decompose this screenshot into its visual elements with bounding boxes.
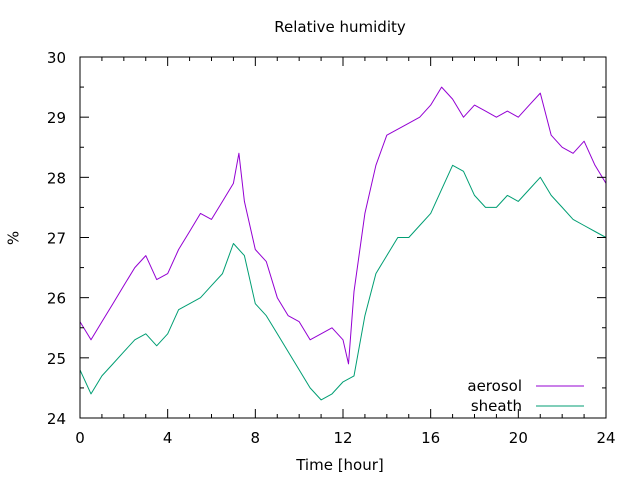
x-tick-label: 20 (509, 429, 528, 447)
y-tick-label: 25 (47, 350, 66, 368)
x-tick-label: 0 (75, 429, 85, 447)
y-tick-label: 24 (47, 410, 66, 428)
tick-layer: 0 4 8 12 16 20 24 24 25 26 27 28 29 30 (47, 49, 616, 447)
x-tick-label: 8 (251, 429, 261, 447)
chart-title: Relative humidity (274, 18, 406, 36)
series-line-sheath (80, 164, 606, 401)
x-tick-label: 12 (333, 429, 352, 447)
series-layer (80, 86, 606, 401)
minor-tick-layer (80, 57, 606, 418)
y-axis-label: % (5, 231, 23, 245)
legend-label-sheath: sheath (471, 397, 522, 415)
y-tick-label: 30 (47, 49, 66, 67)
x-axis-label: Time [hour] (295, 456, 384, 474)
x-tick-label: 24 (596, 429, 615, 447)
x-tick-label: 16 (421, 429, 440, 447)
y-tick-label: 26 (47, 290, 66, 308)
x-tick-label: 4 (163, 429, 173, 447)
y-tick-label: 28 (47, 169, 66, 187)
legend: aerosol sheath (467, 377, 584, 415)
y-tick-label: 29 (47, 109, 66, 127)
series-line-aerosol (80, 86, 606, 365)
legend-label-aerosol: aerosol (467, 377, 522, 395)
plot-frame (79, 56, 607, 419)
y-tick-label: 27 (47, 230, 66, 248)
